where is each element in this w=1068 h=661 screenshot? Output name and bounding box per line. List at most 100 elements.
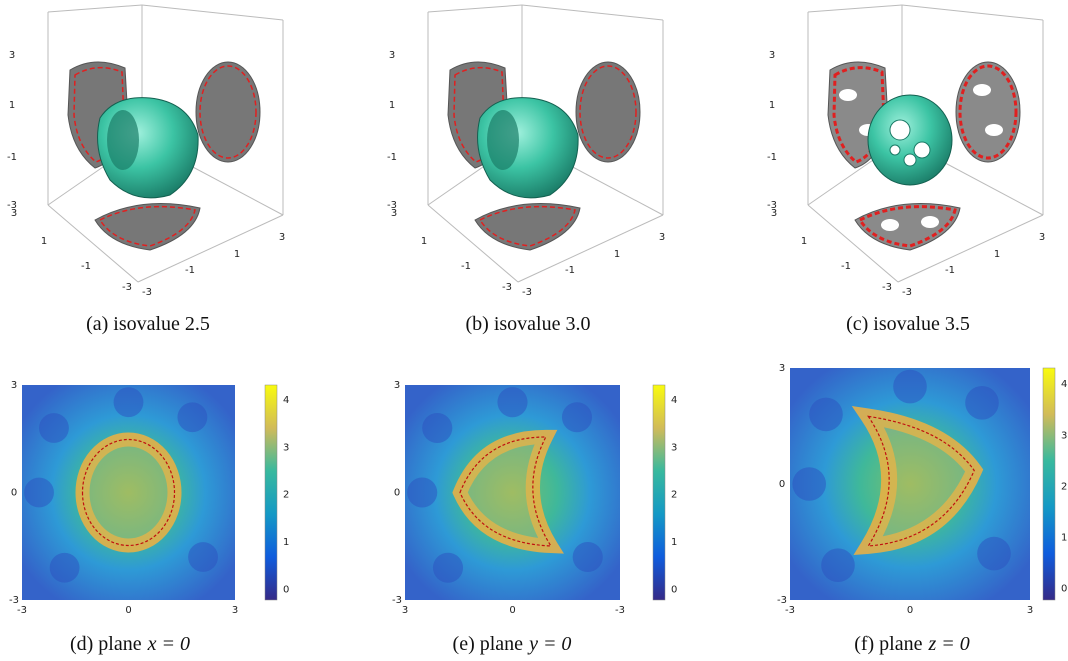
- y-tick-label: -3: [392, 595, 402, 606]
- z-tick-label: 1: [9, 100, 15, 111]
- y-tick-label: 1: [421, 236, 427, 247]
- heatmap-low: [792, 467, 826, 501]
- y-tick-label: 3: [771, 208, 777, 219]
- x-tick-label: 3: [279, 232, 285, 243]
- z-tick-label: -1: [387, 152, 397, 163]
- colorbar-tick-label: 3: [671, 442, 677, 453]
- x-tick-label: 3: [1039, 232, 1045, 243]
- hole: [921, 216, 939, 228]
- x-tick-label: 1: [234, 249, 240, 260]
- projection-floor: [95, 204, 200, 250]
- colorbar-tick-label: 4: [671, 395, 677, 406]
- y-tick-label: 0: [11, 488, 17, 499]
- colorbar-tick-label: 4: [1061, 379, 1067, 390]
- projection-floor: [475, 204, 580, 250]
- x-tick-label: 0: [509, 605, 515, 616]
- y-tick-label: -1: [841, 261, 851, 272]
- box-edge: [808, 5, 902, 12]
- x-tick-label: -3: [785, 605, 795, 616]
- isosurface-hole: [890, 145, 900, 155]
- colorbar-tick-label: 4: [283, 395, 289, 406]
- heatmap-low: [965, 386, 999, 420]
- isosurface-panel: 31-1-331-1-3-3-113(c) isovalue 3.5: [767, 5, 1045, 335]
- heatmap-low: [562, 402, 592, 432]
- y-tick-label: 0: [779, 479, 785, 490]
- x-tick-label: -3: [142, 287, 152, 298]
- caption-math: x = 0: [147, 633, 190, 655]
- caption-math: y = 0: [527, 633, 571, 655]
- colorbar-tick-label: 3: [1061, 430, 1067, 441]
- heatmap-low: [809, 398, 843, 432]
- heatmap-low: [39, 413, 69, 443]
- projection-right: [576, 62, 640, 162]
- z-tick-label: -1: [767, 152, 777, 163]
- heatmap-panel: 4321030-3-303(d) planex = 0: [9, 380, 289, 655]
- caption: (a) isovalue 2.5: [86, 313, 210, 335]
- heatmap-low: [977, 537, 1011, 571]
- y-tick-label: 3: [391, 208, 397, 219]
- box-edge: [142, 5, 283, 20]
- heatmap-low: [497, 387, 527, 417]
- y-tick-label: 1: [801, 236, 807, 247]
- colorbar-tick-label: 1: [283, 537, 289, 548]
- x-tick-label: 0: [907, 605, 913, 616]
- caption-text: (e) plane: [453, 633, 524, 655]
- colorbar-tick-label: 2: [283, 490, 289, 501]
- y-tick-label: 3: [11, 380, 17, 391]
- x-tick-label: 3: [1027, 605, 1033, 616]
- caption-text: (d) plane: [70, 633, 142, 655]
- x-tick-label: 1: [994, 249, 1000, 260]
- heatmap-low: [177, 402, 207, 432]
- z-tick-label: 3: [9, 50, 15, 61]
- hole: [973, 84, 991, 96]
- caption-math: z = 0: [928, 633, 970, 655]
- isosurface-hole: [904, 154, 916, 166]
- isosurface-cavity: [107, 110, 139, 170]
- x-tick-label: -3: [902, 287, 912, 298]
- colorbar-tick-label: 0: [1061, 583, 1067, 594]
- x-tick-label: -3: [17, 605, 27, 616]
- y-tick-label: -1: [81, 261, 91, 272]
- colorbar: [265, 385, 277, 600]
- heatmap-low: [114, 387, 144, 417]
- colorbar-tick-label: 0: [671, 584, 677, 595]
- isosurface: [868, 95, 952, 185]
- colorbar: [1043, 368, 1055, 600]
- projection-floor: [855, 204, 960, 250]
- figure: 31-1-331-1-3-3-113(a) isovalue 2.531-1-3…: [0, 0, 1068, 661]
- x-tick-label: -1: [945, 265, 955, 276]
- x-tick-label: 3: [659, 232, 665, 243]
- caption: (f) plane z = 0: [854, 633, 970, 655]
- x-tick-label: -1: [565, 265, 575, 276]
- y-tick-label: 3: [779, 363, 785, 374]
- z-tick-label: 3: [769, 50, 775, 61]
- colorbar-tick-label: 1: [1061, 532, 1067, 543]
- colorbar: [653, 385, 665, 600]
- heatmap-low: [821, 548, 855, 582]
- x-tick-label: 3: [232, 605, 238, 616]
- projection-right: [196, 62, 260, 162]
- box-edge: [522, 5, 663, 20]
- isosurface-panel: 31-1-331-1-3-3-113(b) isovalue 3.0: [387, 5, 665, 335]
- z-tick-label: 1: [769, 100, 775, 111]
- x-tick-label: -3: [615, 605, 625, 616]
- y-tick-label: 0: [394, 488, 400, 499]
- y-tick-label: -1: [461, 261, 471, 272]
- heatmap-low: [422, 413, 452, 443]
- y-tick-label: 1: [41, 236, 47, 247]
- y-tick-label: 3: [394, 380, 400, 391]
- x-tick-label: 3: [402, 605, 408, 616]
- caption: (e) planey = 0: [453, 633, 572, 655]
- x-tick-label: -3: [522, 287, 532, 298]
- isosurface-hole: [914, 142, 930, 158]
- colorbar-tick-label: 2: [1061, 481, 1067, 492]
- caption: (c) isovalue 3.5: [846, 313, 970, 335]
- y-tick-label: -3: [502, 282, 512, 293]
- hole: [881, 219, 899, 231]
- z-tick-label: -1: [7, 152, 17, 163]
- x-tick-label: 1: [614, 249, 620, 260]
- caption-text: (f) plane: [854, 633, 922, 655]
